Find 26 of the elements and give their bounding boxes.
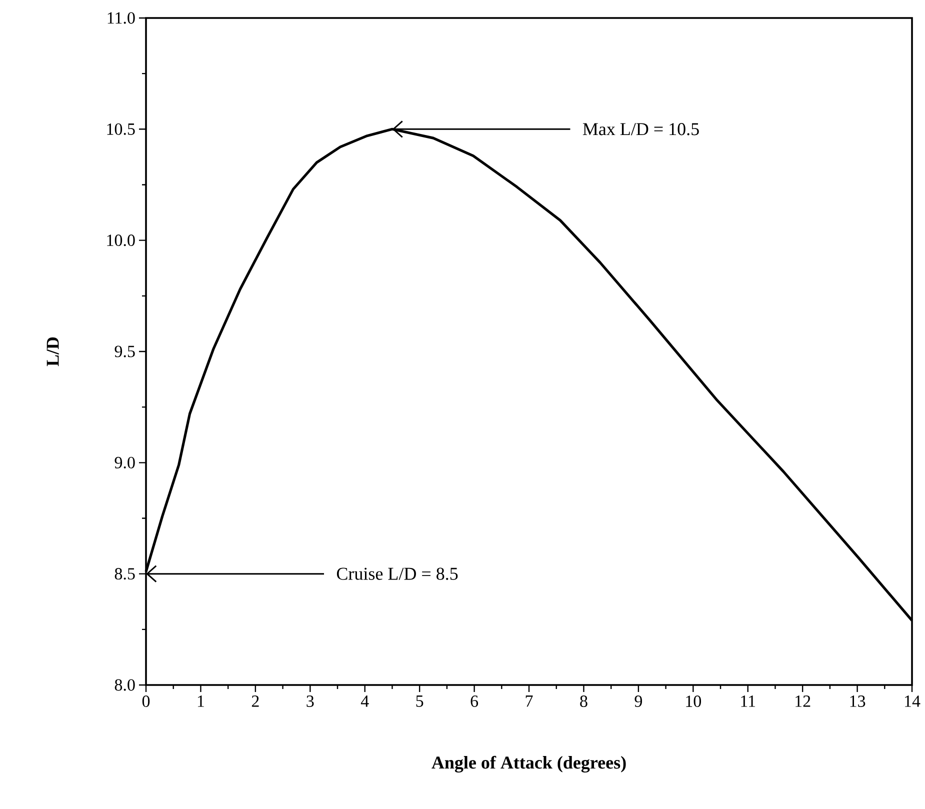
y-tick-label: 8.0 (114, 679, 135, 691)
x-tick-label: 12 (796, 696, 810, 707)
x-tick-label: 11 (741, 696, 756, 707)
x-tick-label: 6 (470, 696, 478, 707)
y-tick-label: 9.0 (114, 456, 135, 468)
x-tick-label: 7 (526, 696, 533, 707)
x-tick-label: 1 (198, 696, 204, 707)
x-tick-label: 14 (905, 696, 920, 707)
x-tick-label: 8 (580, 696, 588, 708)
x-axis-title: Angle of Attack (degrees) (432, 756, 626, 773)
x-tick-label: 3 (306, 696, 314, 707)
annotation: Cruise L/D = 8.5 (336, 568, 458, 580)
x-tick-label: 2 (252, 696, 259, 707)
y-tick-label: 9.5 (114, 346, 135, 358)
x-tick-label: 4 (360, 696, 369, 707)
x-tick-label: 9 (634, 696, 642, 707)
x-tick-label: 5 (416, 696, 424, 707)
y-tick-label: 10.5 (107, 123, 135, 135)
y-tick-label: 11.0 (108, 12, 135, 24)
x-tick-label: 10 (686, 696, 702, 708)
x-tick-label: 13 (850, 696, 866, 707)
y-axis-title: L/D (46, 337, 59, 366)
annotation: Max L/D = 10.5 (582, 123, 699, 136)
x-tick-label: 0 (142, 696, 150, 708)
y-tick-label: 8.5 (114, 568, 135, 580)
y-tick-label: 10.0 (107, 234, 135, 246)
